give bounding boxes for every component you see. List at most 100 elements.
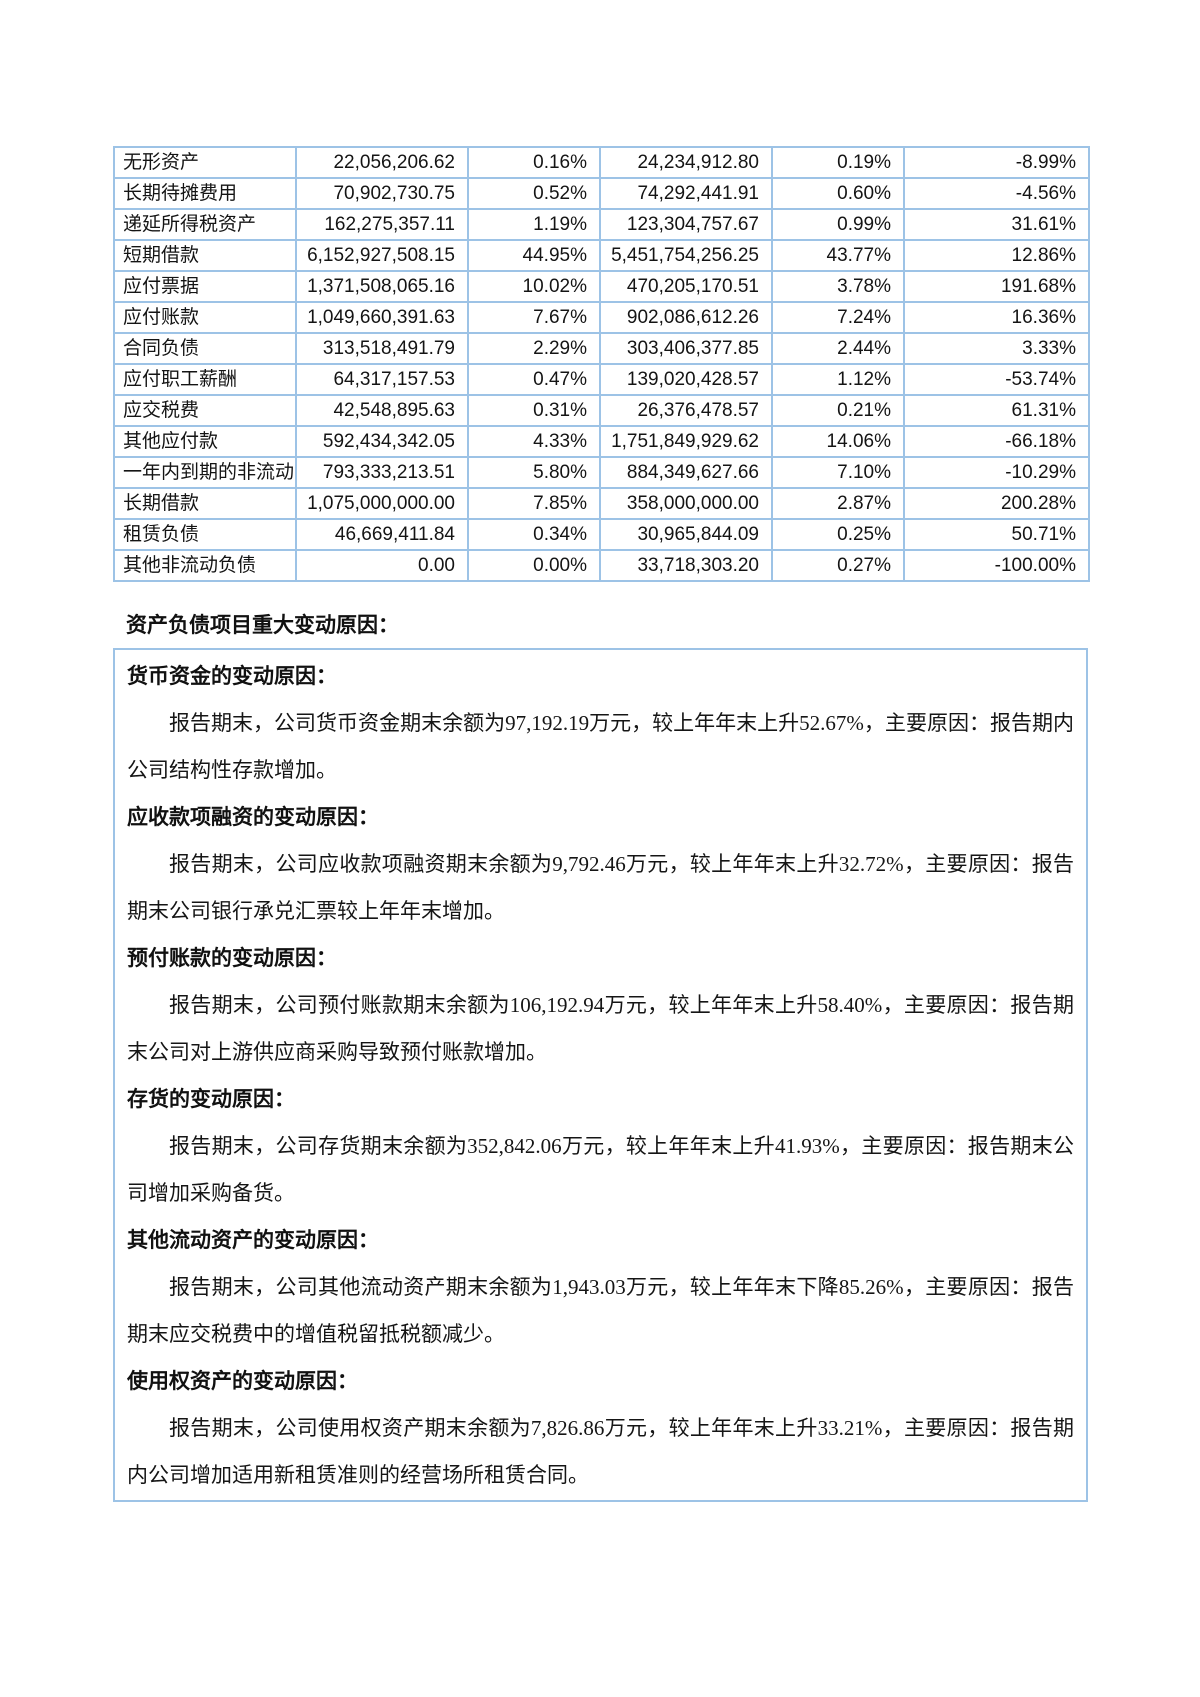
- table-row: 租赁负债 46,669,411.84 0.34% 30,965,844.09 0…: [113, 518, 1090, 551]
- change-cell: 3.33%: [903, 332, 1090, 365]
- item-cell: 长期借款: [113, 487, 297, 520]
- item-cell: 租赁负债: [113, 518, 297, 551]
- amount-prior-cell: 74,292,441.91: [599, 177, 773, 210]
- amount-prior-cell: 123,304,757.67: [599, 208, 773, 241]
- pct-current-cell: 0.34%: [467, 518, 601, 551]
- reason-title: 货币资金的变动原因：: [127, 665, 337, 688]
- table-row: 无形资产 22,056,206.62 0.16% 24,234,912.80 0…: [113, 146, 1090, 179]
- change-cell: -4.56%: [903, 177, 1090, 210]
- pct-prior-cell: 14.06%: [771, 425, 905, 458]
- change-cell: 12.86%: [903, 239, 1090, 272]
- reason-body: 报告期末，公司存货期末余额为352,842.06万元，较上年年末上升41.93%…: [127, 1134, 1074, 1205]
- reason-section-monetary-funds: 货币资金的变动原因： 报告期末，公司货币资金期末余额为97,192.19万元，较…: [127, 653, 1074, 794]
- change-cell: -53.74%: [903, 363, 1090, 396]
- table-body: 无形资产 22,056,206.62 0.16% 24,234,912.80 0…: [113, 146, 1090, 582]
- reason-title: 应收款项融资的变动原因：: [127, 806, 379, 829]
- item-cell: 应付账款: [113, 301, 297, 334]
- reason-body: 报告期末，公司预付账款期末余额为106,192.94万元，较上年年末上升58.4…: [127, 993, 1074, 1064]
- item-cell: 递延所得税资产: [113, 208, 297, 241]
- reason-title: 预付账款的变动原因：: [127, 947, 337, 970]
- amount-prior-cell: 358,000,000.00: [599, 487, 773, 520]
- reason-title: 存货的变动原因：: [127, 1088, 295, 1111]
- reason-title: 其他流动资产的变动原因：: [127, 1229, 379, 1252]
- amount-current-cell: 313,518,491.79: [295, 332, 469, 365]
- reasons-box: 货币资金的变动原因： 报告期末，公司货币资金期末余额为97,192.19万元，较…: [113, 648, 1088, 1502]
- pct-current-cell: 7.85%: [467, 487, 601, 520]
- amount-current-cell: 793,333,213.51: [295, 456, 469, 489]
- amount-current-cell: 0.00: [295, 549, 469, 582]
- pct-prior-cell: 1.12%: [771, 363, 905, 396]
- table-row: 应交税费 42,548,895.63 0.31% 26,376,478.57 0…: [113, 394, 1090, 427]
- table-row: 其他应付款 592,434,342.05 4.33% 1,751,849,929…: [113, 425, 1090, 458]
- amount-current-cell: 1,049,660,391.63: [295, 301, 469, 334]
- amount-current-cell: 1,371,508,065.16: [295, 270, 469, 303]
- table-row: 长期待摊费用 70,902,730.75 0.52% 74,292,441.91…: [113, 177, 1090, 210]
- pct-current-cell: 44.95%: [467, 239, 601, 272]
- reason-body: 报告期末，公司货币资金期末余额为97,192.19万元，较上年年末上升52.67…: [127, 711, 1074, 782]
- amount-prior-cell: 902,086,612.26: [599, 301, 773, 334]
- change-cell: -66.18%: [903, 425, 1090, 458]
- item-cell: 应交税费: [113, 394, 297, 427]
- pct-current-cell: 10.02%: [467, 270, 601, 303]
- pct-prior-cell: 7.24%: [771, 301, 905, 334]
- pct-current-cell: 1.19%: [467, 208, 601, 241]
- amount-current-cell: 42,548,895.63: [295, 394, 469, 427]
- pct-prior-cell: 3.78%: [771, 270, 905, 303]
- reason-section-receivables-financing: 应收款项融资的变动原因： 报告期末，公司应收款项融资期末余额为9,792.46万…: [127, 794, 1074, 935]
- amount-current-cell: 1,075,000,000.00: [295, 487, 469, 520]
- document-content: 无形资产 22,056,206.62 0.16% 24,234,912.80 0…: [113, 146, 1090, 1502]
- amount-prior-cell: 24,234,912.80: [599, 146, 773, 179]
- item-cell: 一年内到期的非流动负债: [113, 456, 297, 489]
- table-row: 应付职工薪酬 64,317,157.53 0.47% 139,020,428.5…: [113, 363, 1090, 396]
- item-cell: 无形资产: [113, 146, 297, 179]
- change-cell: -100.00%: [903, 549, 1090, 582]
- amount-current-cell: 46,669,411.84: [295, 518, 469, 551]
- amount-prior-cell: 26,376,478.57: [599, 394, 773, 427]
- pct-prior-cell: 0.19%: [771, 146, 905, 179]
- amount-current-cell: 162,275,357.11: [295, 208, 469, 241]
- reason-section-inventory: 存货的变动原因： 报告期末，公司存货期末余额为352,842.06万元，较上年年…: [127, 1076, 1074, 1217]
- pct-prior-cell: 43.77%: [771, 239, 905, 272]
- pct-current-cell: 0.47%: [467, 363, 601, 396]
- item-cell: 合同负债: [113, 332, 297, 365]
- pct-prior-cell: 2.87%: [771, 487, 905, 520]
- change-cell: 200.28%: [903, 487, 1090, 520]
- table-row: 合同负债 313,518,491.79 2.29% 303,406,377.85…: [113, 332, 1090, 365]
- reason-section-right-of-use-assets: 使用权资产的变动原因： 报告期末，公司使用权资产期末余额为7,826.86万元，…: [127, 1358, 1074, 1499]
- balance-sheet-items-table: 无形资产 22,056,206.62 0.16% 24,234,912.80 0…: [113, 146, 1090, 582]
- pct-prior-cell: 7.10%: [771, 456, 905, 489]
- item-cell: 应付票据: [113, 270, 297, 303]
- amount-current-cell: 70,902,730.75: [295, 177, 469, 210]
- reason-section-other-current-assets: 其他流动资产的变动原因： 报告期末，公司其他流动资产期末余额为1,943.03万…: [127, 1217, 1074, 1358]
- table-row: 应付票据 1,371,508,065.16 10.02% 470,205,170…: [113, 270, 1090, 303]
- change-cell: 50.71%: [903, 518, 1090, 551]
- change-cell: -10.29%: [903, 456, 1090, 489]
- pct-prior-cell: 0.60%: [771, 177, 905, 210]
- amount-prior-cell: 33,718,303.20: [599, 549, 773, 582]
- pct-current-cell: 2.29%: [467, 332, 601, 365]
- item-cell: 其他非流动负债: [113, 549, 297, 582]
- amount-prior-cell: 1,751,849,929.62: [599, 425, 773, 458]
- table-row: 一年内到期的非流动负债 793,333,213.51 5.80% 884,349…: [113, 456, 1090, 489]
- reason-title: 使用权资产的变动原因：: [127, 1370, 358, 1393]
- pct-current-cell: 5.80%: [467, 456, 601, 489]
- pct-current-cell: 0.52%: [467, 177, 601, 210]
- pct-current-cell: 0.16%: [467, 146, 601, 179]
- amount-current-cell: 22,056,206.62: [295, 146, 469, 179]
- amount-current-cell: 592,434,342.05: [295, 425, 469, 458]
- amount-prior-cell: 470,205,170.51: [599, 270, 773, 303]
- major-changes-heading: 资产负债项目重大变动原因：: [126, 614, 399, 637]
- pct-current-cell: 7.67%: [467, 301, 601, 334]
- amount-current-cell: 6,152,927,508.15: [295, 239, 469, 272]
- pct-current-cell: 4.33%: [467, 425, 601, 458]
- pct-prior-cell: 0.27%: [771, 549, 905, 582]
- table-row: 应付账款 1,049,660,391.63 7.67% 902,086,612.…: [113, 301, 1090, 334]
- item-cell: 其他应付款: [113, 425, 297, 458]
- change-cell: -8.99%: [903, 146, 1090, 179]
- table-row: 递延所得税资产 162,275,357.11 1.19% 123,304,757…: [113, 208, 1090, 241]
- change-cell: 191.68%: [903, 270, 1090, 303]
- amount-prior-cell: 884,349,627.66: [599, 456, 773, 489]
- pct-prior-cell: 0.25%: [771, 518, 905, 551]
- reason-body: 报告期末，公司其他流动资产期末余额为1,943.03万元，较上年年末下降85.2…: [127, 1275, 1074, 1346]
- item-cell: 应付职工薪酬: [113, 363, 297, 396]
